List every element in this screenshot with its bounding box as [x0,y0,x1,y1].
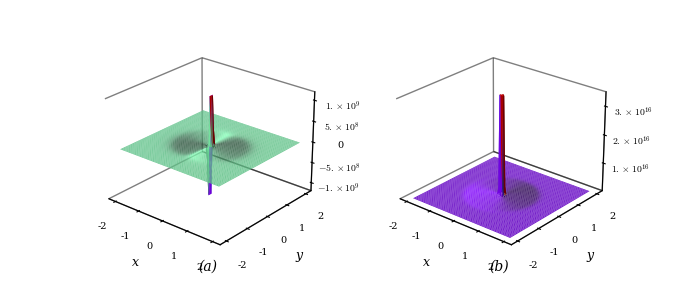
Y-axis label: y: y [586,249,594,262]
Y-axis label: y: y [296,249,302,262]
X-axis label: x: x [423,256,431,269]
Title: (b): (b) [489,260,508,274]
X-axis label: x: x [132,256,139,269]
Title: (a): (a) [198,260,217,274]
